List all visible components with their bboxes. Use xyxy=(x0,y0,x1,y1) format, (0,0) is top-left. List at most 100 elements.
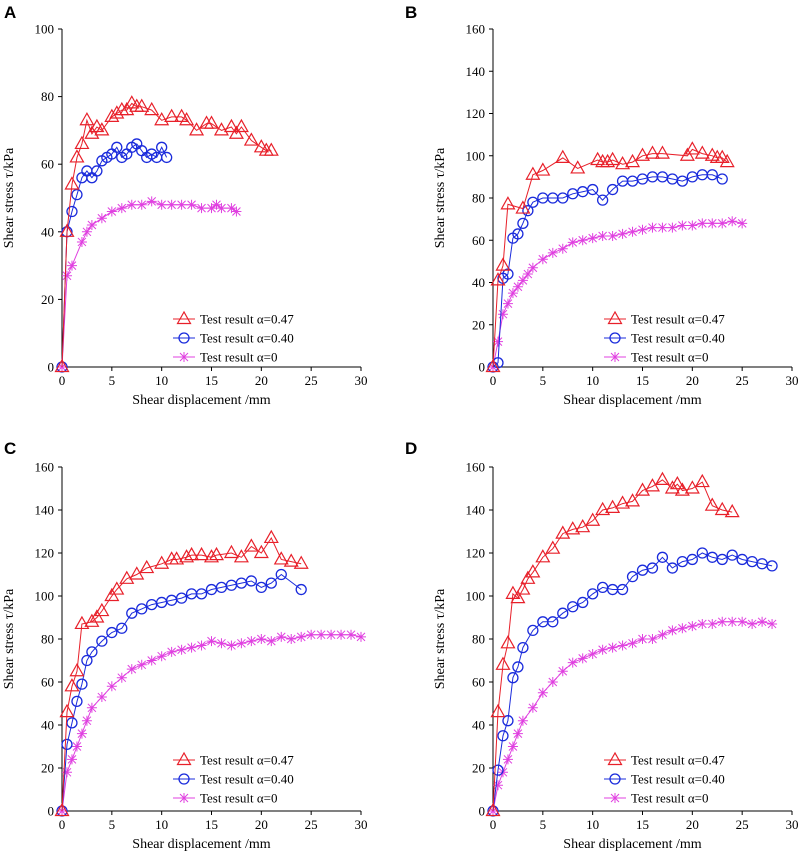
y-tick-label: 140 xyxy=(466,64,486,79)
data-point xyxy=(565,521,581,535)
data-point xyxy=(81,715,92,726)
data-point xyxy=(166,199,177,210)
legend-marker xyxy=(609,773,621,785)
x-tick-label: 25 xyxy=(736,373,749,388)
y-tick-label: 120 xyxy=(466,106,486,121)
legend-marker xyxy=(178,332,190,344)
data-point xyxy=(587,183,599,196)
y-tick-label: 160 xyxy=(466,460,486,475)
data-point xyxy=(587,588,599,600)
data-point xyxy=(136,603,148,615)
data-point xyxy=(296,631,307,642)
legend-label: Test result α=0.47 xyxy=(200,312,294,327)
legend-marker xyxy=(179,793,189,803)
data-point xyxy=(515,581,531,595)
data-point xyxy=(64,678,80,692)
data-point xyxy=(184,546,200,561)
data-point xyxy=(617,640,628,651)
data-point xyxy=(535,549,551,563)
data-point xyxy=(179,549,195,563)
data-point xyxy=(223,544,239,559)
data-point xyxy=(557,607,569,619)
data-point xyxy=(607,642,618,653)
data-point xyxy=(557,666,568,677)
y-tick-label: 20 xyxy=(472,761,485,776)
data-point xyxy=(647,634,658,644)
data-point xyxy=(520,570,536,584)
data-point xyxy=(724,503,740,518)
legend-marker xyxy=(609,332,621,344)
data-point xyxy=(104,587,120,602)
x-tick-label: 25 xyxy=(305,373,318,388)
series-triangle xyxy=(54,529,309,817)
series-star xyxy=(57,629,366,816)
x-axis-title: Shear displacement /mm xyxy=(132,837,271,852)
x-tick-label: 20 xyxy=(686,373,699,388)
data-point xyxy=(517,641,529,654)
data-point xyxy=(616,583,629,596)
data-point xyxy=(634,482,651,496)
x-tick-label: 15 xyxy=(205,373,218,388)
data-point xyxy=(96,635,108,647)
y-tick-label: 20 xyxy=(472,317,485,332)
data-point xyxy=(507,741,518,752)
data-point xyxy=(656,551,669,563)
legend: Test result α=0.47 Test result α=0.40 Test… xyxy=(173,310,294,365)
data-point xyxy=(316,629,327,640)
data-point xyxy=(537,254,548,265)
x-tick-label: 5 xyxy=(540,373,547,388)
series-circle xyxy=(56,138,173,373)
data-point xyxy=(606,183,619,196)
data-point xyxy=(265,577,277,589)
data-point xyxy=(216,203,227,214)
data-point xyxy=(696,547,708,559)
data-point xyxy=(600,153,616,168)
y-axis-title: Shear stress τ/kPa xyxy=(433,588,448,689)
data-point xyxy=(555,149,571,163)
data-point xyxy=(667,625,678,636)
data-point xyxy=(502,715,514,727)
data-point xyxy=(727,616,738,627)
x-tick-label: 10 xyxy=(586,373,599,388)
data-point xyxy=(719,153,735,168)
data-point xyxy=(567,601,579,613)
data-point xyxy=(557,243,568,254)
x-tick-label: 15 xyxy=(636,817,649,832)
legend-label: Test result α=0 xyxy=(200,350,278,365)
x-tick-label: 30 xyxy=(355,817,368,832)
data-point xyxy=(208,546,225,561)
y-tick-label: 60 xyxy=(472,675,485,690)
data-point xyxy=(196,203,207,214)
y-tick-label: 120 xyxy=(466,546,486,561)
data-point xyxy=(492,336,503,347)
y-tick-label: 100 xyxy=(466,589,486,604)
data-point xyxy=(577,596,589,609)
y-tick-label: 40 xyxy=(41,224,54,239)
data-point xyxy=(625,493,641,507)
data-point xyxy=(766,560,778,572)
y-tick-label: 100 xyxy=(466,148,486,163)
y-tick-label: 120 xyxy=(35,546,55,561)
data-point xyxy=(263,529,279,544)
data-point xyxy=(677,623,688,634)
data-point xyxy=(233,549,249,563)
data-point xyxy=(687,621,698,632)
data-point xyxy=(617,228,628,239)
data-point xyxy=(61,767,72,778)
data-point xyxy=(717,616,728,627)
data-point xyxy=(587,649,598,660)
data-point xyxy=(164,108,180,122)
data-point xyxy=(136,659,147,670)
data-point xyxy=(727,216,738,227)
data-point xyxy=(485,358,501,373)
data-point xyxy=(634,147,651,161)
data-point xyxy=(176,644,187,655)
y-tick-label: 80 xyxy=(472,632,485,647)
data-point xyxy=(54,358,70,373)
data-point xyxy=(497,309,508,320)
legend-marker xyxy=(178,773,190,785)
data-point xyxy=(154,555,170,569)
data-point xyxy=(206,636,217,647)
series-circle xyxy=(487,547,778,817)
